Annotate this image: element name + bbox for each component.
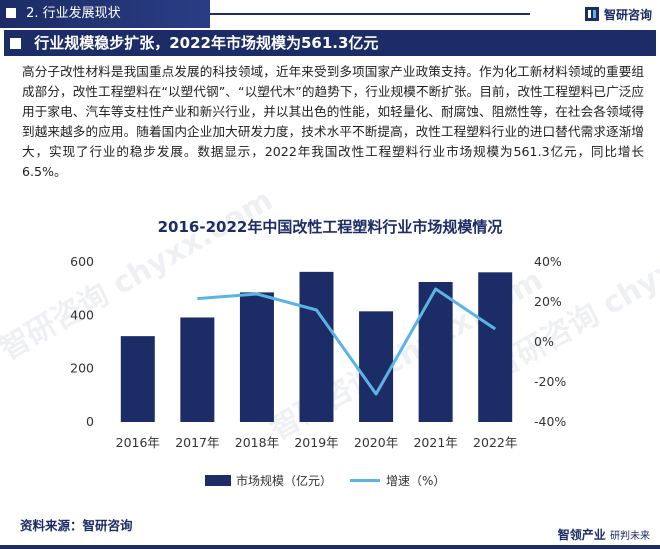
- growth-rate-line: [197, 287, 497, 396]
- y-left-tick-label: 400: [70, 307, 94, 322]
- y-right-tick-label: -40%: [534, 414, 566, 429]
- footer-brand-main: 智领产业: [557, 528, 606, 542]
- bar-0: [120, 336, 155, 422]
- y-left-tick-label: 600: [70, 254, 94, 269]
- bar-6: [478, 272, 513, 422]
- brand-name: 智研咨询: [603, 7, 652, 22]
- y-right-tick-label: 20%: [534, 294, 562, 309]
- bar-3: [299, 271, 334, 422]
- y-left-tick-label: 200: [70, 361, 94, 376]
- y-left-tick-label: 0: [86, 414, 94, 429]
- top-bar: 2. 行业发展现状 智研咨询: [0, 0, 660, 28]
- x-tick-label: 2018年: [235, 435, 279, 450]
- section-tag: 2. 行业发展现状: [0, 0, 210, 28]
- x-tick-label: 2022年: [473, 435, 517, 450]
- x-tick-label: 2019年: [294, 435, 338, 450]
- footer-brand: 智领产业 研判未来: [558, 526, 650, 543]
- bar-4: [359, 311, 394, 422]
- body-paragraph: 高分子改性材料是我国重点发展的科技领域，近年来受到多项国家产业政策支持。作为化工…: [22, 64, 644, 179]
- source-note: 资料来源：智研咨询: [20, 518, 133, 533]
- brand-icon: [584, 7, 599, 21]
- bar-2: [239, 292, 274, 422]
- legend-line-label: 增速（%）: [386, 474, 446, 488]
- bar-5: [418, 282, 453, 422]
- headline-text: 行业规模稳步扩张，2022年市场规模为561.3亿元: [34, 34, 379, 52]
- x-tick-label: 2016年: [116, 435, 160, 450]
- y-right-tick-label: 40%: [534, 254, 562, 269]
- footer-brand-sub: 研判未来: [610, 531, 650, 542]
- y-right-tick-label: 0%: [534, 334, 554, 349]
- bar-1: [180, 317, 215, 422]
- x-tick-label: 2020年: [354, 435, 398, 450]
- chart-title: 2016-2022年中国改性工程塑料行业市场规模情况: [157, 218, 503, 236]
- y-right-tick-label: -20%: [534, 374, 566, 389]
- x-tick-label: 2021年: [413, 435, 457, 450]
- section-label: 2. 行业发展现状: [26, 6, 121, 21]
- divider: [210, 13, 530, 15]
- square-icon: [6, 8, 16, 18]
- legend-bar-label: 市场规模（亿元）: [236, 474, 333, 488]
- headline-banner: 行业规模稳步扩张，2022年市场规模为561.3亿元: [4, 30, 656, 56]
- legend-line-swatch: [350, 479, 380, 482]
- chart: 2016年 2017年 2018年 2019年 2020年 2021年 2022年 0 200…: [70, 254, 566, 450]
- chart-legend: 市场规模（亿元） 增速（%）: [0, 470, 660, 490]
- footer-divider: [0, 545, 660, 549]
- square-icon: [10, 38, 21, 49]
- x-tick-label: 2017年: [175, 435, 219, 450]
- legend-bar-swatch: [205, 475, 231, 486]
- brand-logo: 智研咨询: [584, 5, 652, 23]
